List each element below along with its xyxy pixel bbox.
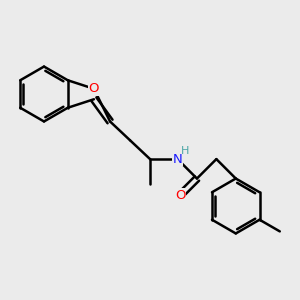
Text: N: N [172, 153, 182, 166]
Text: O: O [175, 188, 186, 202]
Text: H: H [181, 146, 190, 156]
Text: O: O [89, 82, 99, 95]
